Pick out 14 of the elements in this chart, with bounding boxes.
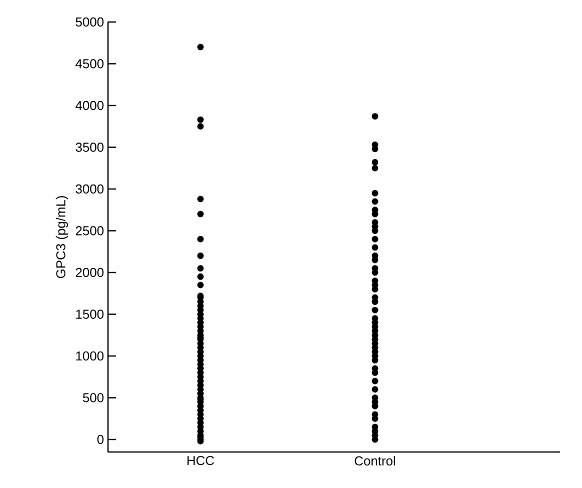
y-tick-label: 500	[82, 393, 104, 402]
y-tick-label: 4500	[76, 59, 104, 68]
x-tick-label: Control	[354, 456, 396, 466]
y-tick-label: 1500	[76, 310, 104, 319]
y-tick-label: 0	[97, 434, 104, 444]
y-tick-label: 3000	[76, 184, 104, 194]
y-tick-label: 5000	[76, 17, 104, 27]
y-tick-label: 1000	[76, 351, 104, 361]
y-tick-label: 3500	[76, 142, 104, 152]
y-tick-label: 4000	[76, 100, 104, 110]
x-tick-label: HCC	[188, 456, 214, 466]
y-axis-title: GPC3 (pg/mL)	[56, 196, 68, 278]
y-tick-label: 2500	[76, 226, 104, 236]
y-tick-label: 2000	[76, 268, 104, 278]
